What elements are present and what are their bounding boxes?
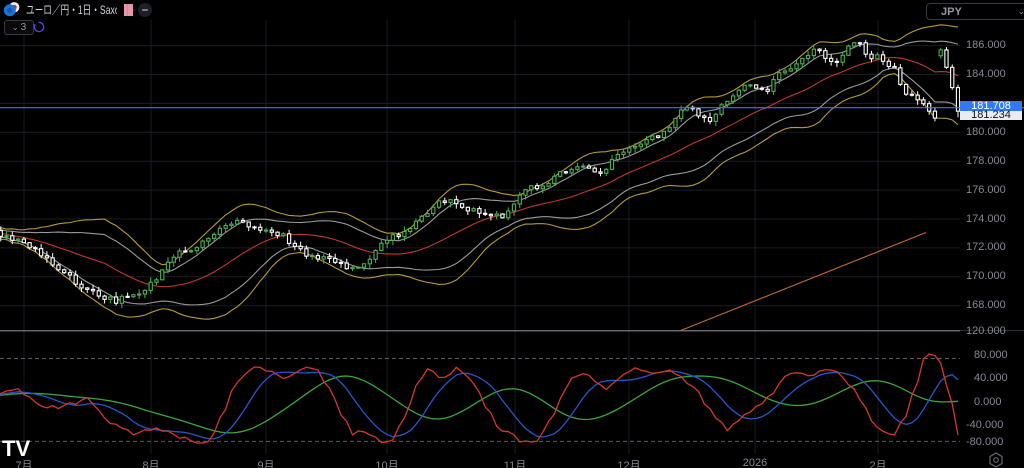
- svg-text:TV: TV: [2, 439, 30, 461]
